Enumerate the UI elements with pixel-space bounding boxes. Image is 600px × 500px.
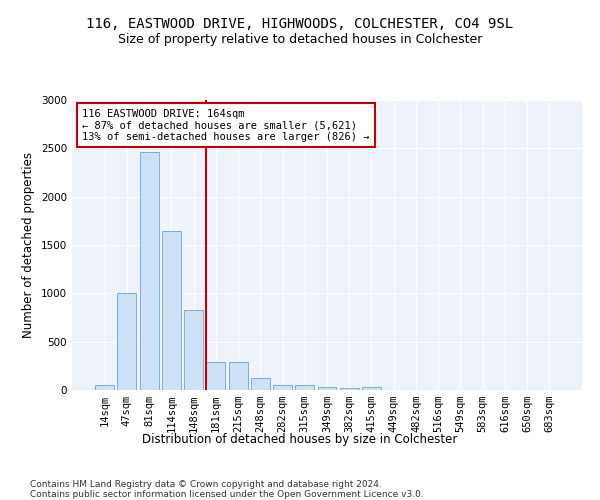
Bar (251, 378, 270, 390)
Bar (340, 388, 359, 390)
Bar (140, 152, 158, 390)
Y-axis label: Number of detached properties: Number of detached properties (22, 152, 35, 338)
Text: Size of property relative to detached houses in Colchester: Size of property relative to detached ho… (118, 32, 482, 46)
Text: 116, EASTWOOD DRIVE, HIGHWOODS, COLCHESTER, CO4 9SL: 116, EASTWOOD DRIVE, HIGHWOODS, COLCHEST… (86, 18, 514, 32)
Bar (295, 385, 314, 390)
Text: 116 EASTWOOD DRIVE: 164sqm
← 87% of detached houses are smaller (5,621)
13% of s: 116 EASTWOOD DRIVE: 164sqm ← 87% of deta… (82, 108, 370, 142)
Bar (273, 385, 292, 390)
Bar (206, 362, 225, 390)
Bar (317, 386, 337, 390)
Bar (95, 384, 114, 390)
Bar (229, 362, 248, 390)
Bar (118, 294, 136, 390)
Bar (362, 387, 381, 390)
Bar (162, 232, 181, 390)
Text: Distribution of detached houses by size in Colchester: Distribution of detached houses by size … (142, 432, 458, 446)
Text: Contains HM Land Registry data © Crown copyright and database right 2024.
Contai: Contains HM Land Registry data © Crown c… (30, 480, 424, 500)
Bar (184, 310, 203, 390)
